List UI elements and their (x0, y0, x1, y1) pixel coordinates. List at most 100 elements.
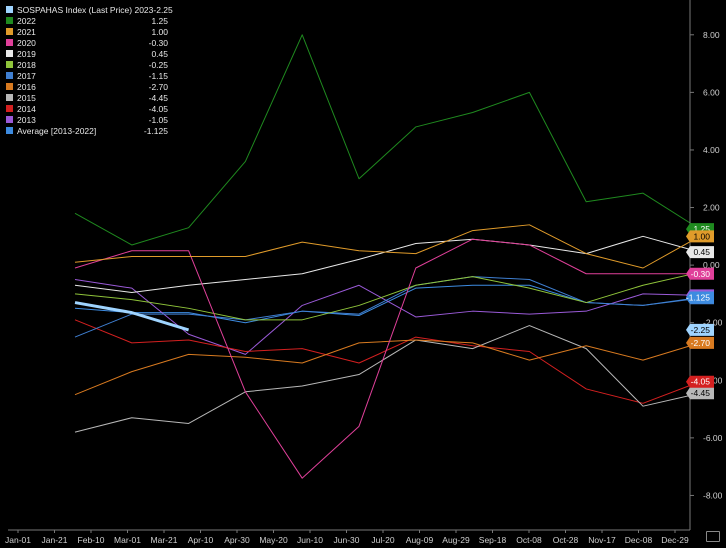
legend-value: -2.70 (148, 81, 168, 92)
legend-name: 2014 (17, 103, 36, 114)
flag-value: -4.45 (691, 388, 711, 398)
legend-swatch (6, 72, 13, 79)
flag-value: 1.25 (693, 224, 710, 234)
last-value-flag: 1.00 (686, 230, 714, 243)
legend-value: -1.05 (148, 114, 168, 125)
legend-swatch (6, 105, 13, 112)
legend-value: -1.15 (148, 70, 168, 81)
flag-shape (686, 387, 714, 400)
legend-swatch (6, 94, 13, 101)
flag-value: 0.45 (693, 247, 710, 257)
x-tick-label: Oct-28 (553, 535, 579, 545)
series-line-1 (74, 301, 190, 332)
legend-name: SOSPAHAS Index (Last Price) 2023 (17, 4, 154, 15)
legend-swatch (6, 83, 13, 90)
series-line-5 (74, 235, 700, 293)
legend-item: 2018 -0.25 (4, 59, 172, 70)
legend-name: 2017 (17, 70, 36, 81)
legend-swatch (6, 39, 13, 46)
y-tick-label: -2.00 (703, 318, 723, 328)
x-tick-label: Mar-01 (114, 535, 141, 545)
legend-item: 2019 0.45 (4, 48, 172, 59)
x-tick-label: Nov-17 (588, 535, 616, 545)
flag-shape (686, 375, 714, 388)
legend-name: 2019 (17, 48, 36, 59)
series-line-4 (74, 238, 700, 479)
series-line-3 (74, 224, 701, 269)
x-tick-label: Apr-30 (224, 535, 250, 545)
legend-item: Average [2013-2022] -1.125 (4, 125, 172, 136)
legend-value: 1.25 (151, 15, 168, 26)
legend-name: 2013 (17, 114, 36, 125)
series-line-11 (74, 279, 700, 355)
legend-swatch (6, 6, 13, 13)
x-tick-label: Mar-21 (151, 535, 178, 545)
y-tick-label: 6.00 (703, 87, 720, 97)
flag-value: -2.25 (691, 325, 711, 335)
x-tick-label: Sep-18 (479, 535, 507, 545)
flag-shape (686, 336, 714, 349)
last-value-labels: -2.251.251.00-0.300.45-1.15-2.70-4.45-4.… (686, 223, 714, 400)
x-tick-label: Jul-20 (371, 535, 394, 545)
last-value-flag: -0.30 (686, 267, 714, 280)
legend-value: -0.25 (148, 59, 168, 70)
legend-item: 2015 -4.45 (4, 92, 172, 103)
legend-item: 2014 -4.05 (4, 103, 172, 114)
x-tick-label: Apr-10 (188, 535, 214, 545)
flag-value: -2.70 (691, 338, 711, 348)
x-tick-label: Feb-10 (78, 535, 105, 545)
legend-item: 2021 1.00 (4, 26, 172, 37)
x-tick-label: Aug-29 (442, 535, 470, 545)
last-value-flag: -1.125 (686, 291, 714, 304)
series-line-7 (74, 276, 700, 338)
x-tick-label: Jun-10 (297, 535, 323, 545)
x-tick-label: Aug-09 (406, 535, 434, 545)
flag-value: -1.125 (686, 293, 710, 303)
legend-name: 2018 (17, 59, 36, 70)
flag-value: -4.05 (691, 377, 711, 387)
flag-shape (686, 291, 714, 304)
x-tick-label: Oct-08 (516, 535, 542, 545)
legend-swatch (6, 116, 13, 123)
legend-item: 2013 -1.05 (4, 114, 172, 125)
last-value-flag: -4.05 (686, 375, 714, 388)
legend-name: 2021 (17, 26, 36, 37)
series-line-6 (74, 271, 700, 321)
flag-shape (686, 230, 714, 243)
y-tick-label: -8.00 (703, 490, 723, 500)
last-value-flag: -2.70 (686, 336, 714, 349)
legend-value: 0.45 (151, 48, 168, 59)
legend-name: 2015 (17, 92, 36, 103)
last-value-flag: -2.25 (686, 323, 714, 336)
legend-swatch (6, 28, 13, 35)
legend-swatch (6, 127, 13, 134)
axes: 8.006.004.002.000.00-2.00-4.00-6.00-8.00… (5, 0, 723, 545)
legend-value: -4.05 (148, 103, 168, 114)
legend-value: -1.125 (143, 125, 168, 136)
y-tick-label: 0.00 (703, 260, 720, 270)
legend-name: 2020 (17, 37, 36, 48)
chart-options-icon[interactable] (706, 531, 720, 542)
legend-swatch (6, 17, 13, 24)
x-tick-label: Jan-01 (5, 535, 31, 545)
last-value-flag: 0.45 (686, 246, 714, 259)
legend-item: 2016 -2.70 (4, 81, 172, 92)
y-tick-label: -6.00 (703, 433, 723, 443)
legend-value: -4.45 (148, 92, 168, 103)
flag-value: 1.00 (693, 231, 710, 241)
y-tick-label: 2.00 (703, 203, 720, 213)
flag-shape (686, 267, 714, 280)
legend-value: -2.25 (153, 4, 173, 15)
x-tick-label: Jun-30 (334, 535, 360, 545)
flag-shape (686, 323, 714, 336)
legend-name: 2022 (17, 15, 36, 26)
legend-value: -0.30 (148, 37, 168, 48)
legend-item: 2020 -0.30 (4, 37, 172, 48)
legend-value: 1.00 (151, 26, 168, 37)
series-line-10 (74, 319, 700, 404)
x-tick-label: May-20 (259, 535, 288, 545)
flag-shape (686, 246, 714, 259)
y-tick-label: 8.00 (703, 30, 720, 40)
legend-item: 2017 -1.15 (4, 70, 172, 81)
